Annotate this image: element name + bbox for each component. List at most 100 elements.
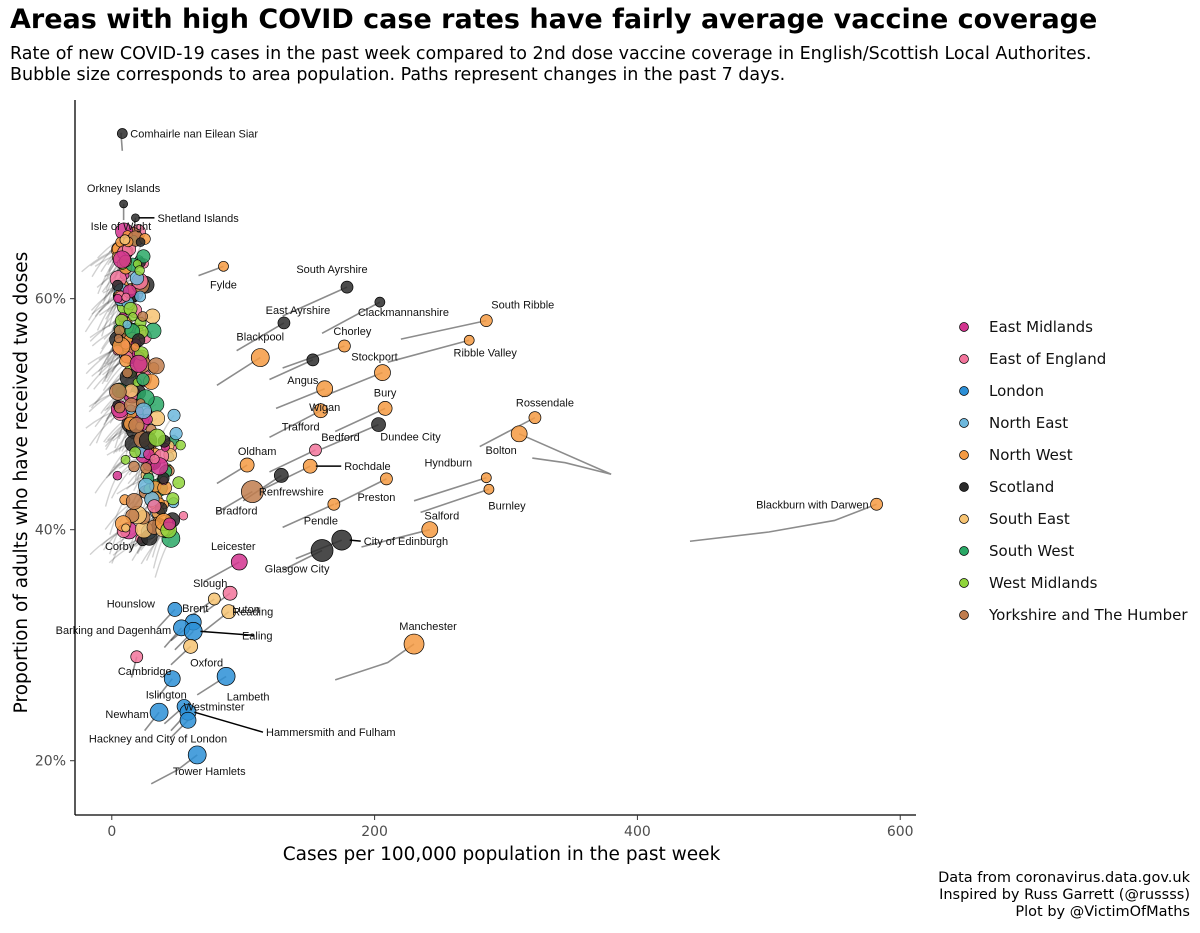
bubble xyxy=(183,621,203,641)
bubble xyxy=(528,411,542,424)
point-label: Hackney and City of London xyxy=(89,733,227,745)
chart-title: Areas with high COVID case rates have fa… xyxy=(10,4,1098,35)
bubble xyxy=(479,314,493,327)
trajectory-path xyxy=(413,476,487,502)
bubble xyxy=(218,260,229,272)
trajectory-path xyxy=(334,407,386,433)
bubble xyxy=(148,428,166,447)
bubble xyxy=(163,517,176,531)
bubble xyxy=(309,443,322,457)
point-label: Cambridge xyxy=(118,666,172,678)
bubble xyxy=(306,353,320,367)
bubble xyxy=(327,497,341,511)
trajectory-path xyxy=(275,388,325,410)
bubble xyxy=(125,493,143,510)
point-label: Newham xyxy=(105,709,148,721)
bubble xyxy=(403,633,425,655)
point-label: Bradford xyxy=(215,506,257,518)
bubble xyxy=(149,454,160,465)
trajectory-path xyxy=(321,423,379,450)
point-label: Corby xyxy=(105,541,135,553)
legend-key xyxy=(959,482,969,492)
point-label: Rossendale xyxy=(516,398,574,410)
point-label: South Ribble xyxy=(491,300,554,312)
trajectory-path xyxy=(387,339,470,363)
x-tick-label: 200 xyxy=(361,824,388,840)
legend-key xyxy=(959,450,969,460)
point-label: Lambeth xyxy=(227,691,270,703)
bubble xyxy=(113,294,123,303)
bubble xyxy=(138,477,155,495)
point-label: Renfrewshire xyxy=(259,486,324,498)
bubble xyxy=(510,425,528,443)
caption-line-3: Plot by @VictimOfMaths xyxy=(1015,904,1190,920)
bubble xyxy=(147,499,162,514)
y-tick-label: 40% xyxy=(35,523,66,539)
trajectory-paths xyxy=(81,132,877,785)
trajectory-path xyxy=(269,359,314,381)
bubble xyxy=(338,339,351,353)
bubble xyxy=(166,492,180,506)
bubble xyxy=(128,417,145,434)
point-label: Oldham xyxy=(238,446,277,458)
bubble xyxy=(112,470,123,481)
chart-subtitle: Rate of new COVID-19 cases in the past w… xyxy=(10,44,1190,86)
y-tick-label: 60% xyxy=(35,292,66,308)
trajectory-path xyxy=(321,371,383,398)
bubble xyxy=(310,539,334,562)
bubble xyxy=(134,265,145,276)
bubble xyxy=(128,460,140,473)
point-label: Luton xyxy=(232,604,260,616)
bubble xyxy=(480,472,492,484)
bubble xyxy=(239,457,255,473)
subtitle-line-1: Rate of new COVID-19 cases in the past w… xyxy=(10,44,1092,64)
point-label: City of Edinburgh xyxy=(364,536,448,548)
point-label: Bedford xyxy=(321,432,360,444)
point-label: Burnley xyxy=(488,500,526,512)
bubble xyxy=(121,523,131,533)
point-label: Wigan xyxy=(309,402,340,414)
bubble xyxy=(421,521,439,539)
trajectory-path xyxy=(518,433,612,476)
point-label: Manchester xyxy=(399,621,457,633)
bubble xyxy=(377,401,393,416)
bubble xyxy=(380,472,393,486)
legend-label: North West xyxy=(989,446,1073,464)
point-label: Pendle xyxy=(304,515,338,527)
point-label: Reading xyxy=(232,607,273,619)
point-label: Preston xyxy=(357,492,395,504)
label-leader-line xyxy=(194,711,264,733)
x-axis-title: Cases per 100,000 population in the past… xyxy=(283,844,721,865)
bubble xyxy=(135,402,152,419)
bubble xyxy=(167,602,183,617)
caption: Data from coronavirus.data.gov.uk Inspir… xyxy=(938,870,1190,921)
bubble xyxy=(136,249,151,264)
bubble xyxy=(221,604,237,620)
bubble xyxy=(163,670,181,688)
trajectory-path xyxy=(282,286,348,317)
point-label: Ealing xyxy=(242,630,273,642)
bubble xyxy=(313,403,329,419)
point-label: Hyndburn xyxy=(424,458,472,470)
trajectory-path xyxy=(282,503,335,529)
legend-label: South East xyxy=(989,510,1070,528)
bubble xyxy=(230,553,248,571)
trajectory-path xyxy=(361,528,430,548)
point-label: Rochdale xyxy=(344,461,390,473)
bubble xyxy=(277,316,291,330)
bubble xyxy=(183,639,198,654)
point-label: Shetland Islands xyxy=(157,213,239,225)
bubble xyxy=(137,311,148,322)
legend-key xyxy=(959,578,969,588)
bubble xyxy=(463,334,475,346)
legend-key xyxy=(959,546,969,556)
point-label: Islington xyxy=(146,690,187,702)
bubble xyxy=(331,529,353,551)
point-label: Slough xyxy=(193,578,227,590)
trajectory-path xyxy=(334,478,387,505)
point-label: Hounslow xyxy=(107,598,155,610)
bubble xyxy=(207,592,221,606)
bubble xyxy=(374,364,391,381)
axes: 0 200 400 600 20% 40% 60% Cases per 100,000 pop… xyxy=(11,100,916,865)
